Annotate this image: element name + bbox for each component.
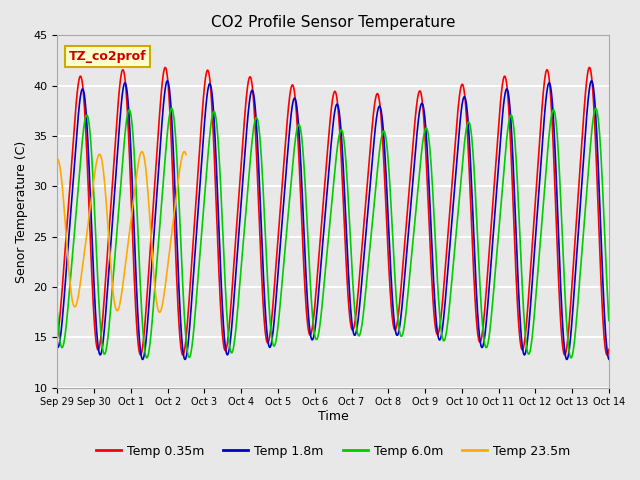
Temp 1.8m <box>322 204 330 210</box>
Temp 0.35m <box>179 352 187 358</box>
Temp 1.8m <box>589 83 597 89</box>
Line: Temp 1.8m: Temp 1.8m <box>58 81 609 360</box>
Temp 23.5m <box>54 156 61 162</box>
Temp 0.35m <box>161 64 169 70</box>
Temp 0.35m <box>605 347 612 352</box>
Legend: Temp 0.35m, Temp 1.8m, Temp 6.0m, Temp 23.5m: Temp 0.35m, Temp 1.8m, Temp 6.0m, Temp 2… <box>91 440 575 463</box>
Line: Temp 23.5m: Temp 23.5m <box>58 152 186 312</box>
Line: Temp 0.35m: Temp 0.35m <box>58 67 609 355</box>
Temp 0.35m <box>308 329 316 335</box>
Title: CO2 Profile Sensor Temperature: CO2 Profile Sensor Temperature <box>211 15 456 30</box>
Temp 1.8m <box>605 356 612 362</box>
Temp 0.35m <box>323 165 330 171</box>
Temp 1.8m <box>488 249 496 255</box>
Temp 6.0m <box>488 308 496 313</box>
Temp 0.35m <box>589 97 597 103</box>
Temp 1.8m <box>82 103 90 108</box>
Temp 1.8m <box>139 357 147 362</box>
Temp 0.35m <box>589 93 597 98</box>
Temp 6.0m <box>168 106 175 111</box>
Temp 0.35m <box>82 123 90 129</box>
Temp 23.5m <box>82 241 90 247</box>
Temp 1.8m <box>588 78 595 84</box>
Temp 1.8m <box>54 344 61 350</box>
X-axis label: Time: Time <box>318 410 349 423</box>
Temp 6.0m <box>307 295 315 300</box>
Temp 6.0m <box>567 355 575 361</box>
Temp 6.0m <box>322 263 330 269</box>
Text: TZ_co2prof: TZ_co2prof <box>68 50 146 63</box>
Temp 6.0m <box>605 318 612 324</box>
Temp 0.35m <box>488 209 496 215</box>
Line: Temp 6.0m: Temp 6.0m <box>58 108 609 358</box>
Temp 1.8m <box>589 85 597 91</box>
Temp 6.0m <box>589 114 597 120</box>
Y-axis label: Senor Temperature (C): Senor Temperature (C) <box>15 140 28 283</box>
Temp 6.0m <box>54 310 61 316</box>
Temp 6.0m <box>82 114 90 120</box>
Temp 0.35m <box>54 335 61 340</box>
Temp 6.0m <box>589 116 597 122</box>
Temp 1.8m <box>307 335 315 341</box>
